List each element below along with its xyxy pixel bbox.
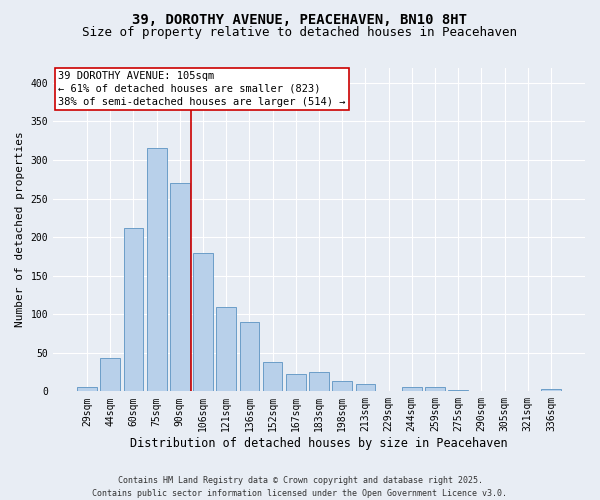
Bar — [286, 374, 305, 392]
Bar — [448, 390, 468, 392]
Y-axis label: Number of detached properties: Number of detached properties — [15, 132, 25, 328]
Bar — [541, 389, 561, 392]
Bar — [193, 252, 213, 392]
Bar — [100, 358, 120, 392]
Text: 39, DOROTHY AVENUE, PEACEHAVEN, BN10 8HT: 39, DOROTHY AVENUE, PEACEHAVEN, BN10 8HT — [133, 12, 467, 26]
Bar — [332, 380, 352, 392]
Bar — [124, 228, 143, 392]
Text: Contains HM Land Registry data © Crown copyright and database right 2025.
Contai: Contains HM Land Registry data © Crown c… — [92, 476, 508, 498]
Bar — [147, 148, 167, 392]
Bar — [239, 322, 259, 392]
Text: Size of property relative to detached houses in Peacehaven: Size of property relative to detached ho… — [83, 26, 517, 39]
Bar — [402, 386, 422, 392]
Bar — [217, 306, 236, 392]
X-axis label: Distribution of detached houses by size in Peacehaven: Distribution of detached houses by size … — [130, 437, 508, 450]
Bar — [263, 362, 283, 392]
Text: 39 DOROTHY AVENUE: 105sqm
← 61% of detached houses are smaller (823)
38% of semi: 39 DOROTHY AVENUE: 105sqm ← 61% of detac… — [58, 70, 346, 107]
Bar — [425, 386, 445, 392]
Bar — [170, 183, 190, 392]
Bar — [309, 372, 329, 392]
Bar — [77, 388, 97, 392]
Bar — [356, 384, 375, 392]
